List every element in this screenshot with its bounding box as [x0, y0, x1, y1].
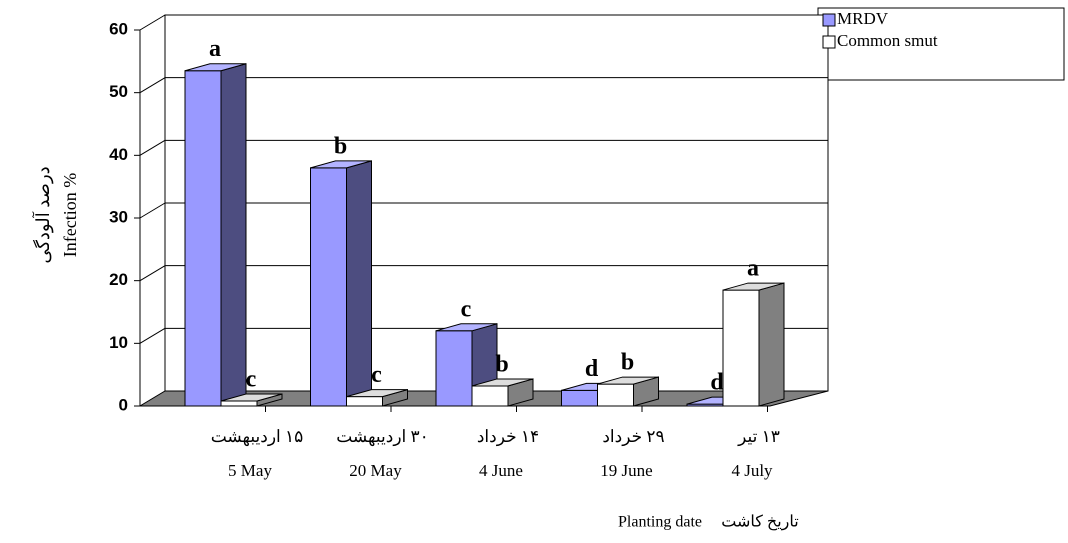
significance-letter: c: [371, 362, 382, 388]
bar: [346, 396, 383, 407]
x-tick-label: 4 June: [479, 461, 523, 480]
bar: [561, 389, 598, 407]
bar-side: [758, 282, 785, 407]
x-tick-label: ۳۰ اردیبهشت: [336, 427, 429, 447]
significance-letter: b: [621, 350, 634, 376]
grid-line: [139, 77, 166, 94]
x-axis-title: تاریخ کاشت: [721, 514, 798, 531]
bar: [722, 289, 760, 407]
bar: [597, 383, 634, 407]
significance-letter: a: [209, 36, 221, 62]
grid-line: [139, 265, 166, 282]
y-tick-label: 60: [109, 19, 128, 38]
x-tick-label: ۱۴ خرداد: [477, 427, 539, 447]
bar-top: [184, 63, 247, 72]
significance-letter: c: [461, 296, 472, 322]
legend-swatch: [822, 35, 836, 49]
bar-top: [220, 393, 283, 402]
legend-box: [817, 7, 1065, 81]
y-axis-title: Infection %: [60, 173, 80, 257]
x-tick-label: ۱۳ تیر: [737, 427, 780, 447]
y-tick-label: 50: [109, 82, 128, 101]
bar-top: [722, 282, 785, 291]
y-tick-label: 0: [119, 395, 128, 414]
x-tick-label: 5 May: [228, 461, 272, 480]
x-axis-title: Planting date: [618, 514, 702, 531]
grid-line: [139, 139, 166, 156]
grid-line: [139, 14, 166, 31]
significance-letter: a: [747, 256, 759, 282]
significance-letter: c: [246, 366, 257, 392]
bar: [435, 330, 473, 407]
y-tick-label: 10: [109, 333, 128, 352]
bar-side: [220, 63, 247, 407]
bar: [310, 167, 347, 407]
significance-letter: b: [495, 351, 508, 377]
bar-top: [471, 378, 534, 387]
bar: [220, 400, 258, 407]
y-axis-title: درصد آلودگی: [32, 166, 54, 263]
x-tick-label: 4 July: [731, 461, 773, 480]
significance-letter: d: [585, 356, 599, 382]
y-tick-label: 20: [109, 270, 128, 289]
bar-top: [435, 323, 498, 332]
legend-swatch: [822, 13, 836, 27]
x-tick-label: ۱۵ اردیبهشت: [211, 427, 304, 447]
grid-line: [139, 327, 166, 344]
y-tick-label: 30: [109, 207, 128, 226]
legend-label: Common smut: [837, 31, 938, 50]
bar-top: [310, 160, 372, 169]
bar: [471, 385, 509, 407]
x-tick-label: 19 June: [600, 461, 652, 480]
bar-side: [346, 160, 372, 407]
legend-label: MRDV: [837, 9, 889, 28]
y-tick-label: 40: [109, 145, 128, 164]
bar-top: [346, 389, 408, 398]
grid-line: [139, 202, 166, 219]
bar: [184, 70, 222, 407]
x-tick-label: 20 May: [349, 461, 402, 480]
x-tick-label: ۲۹ خرداد: [602, 427, 664, 447]
bar-top: [597, 376, 659, 385]
significance-letter: b: [334, 133, 347, 159]
significance-letter: d: [710, 370, 724, 396]
